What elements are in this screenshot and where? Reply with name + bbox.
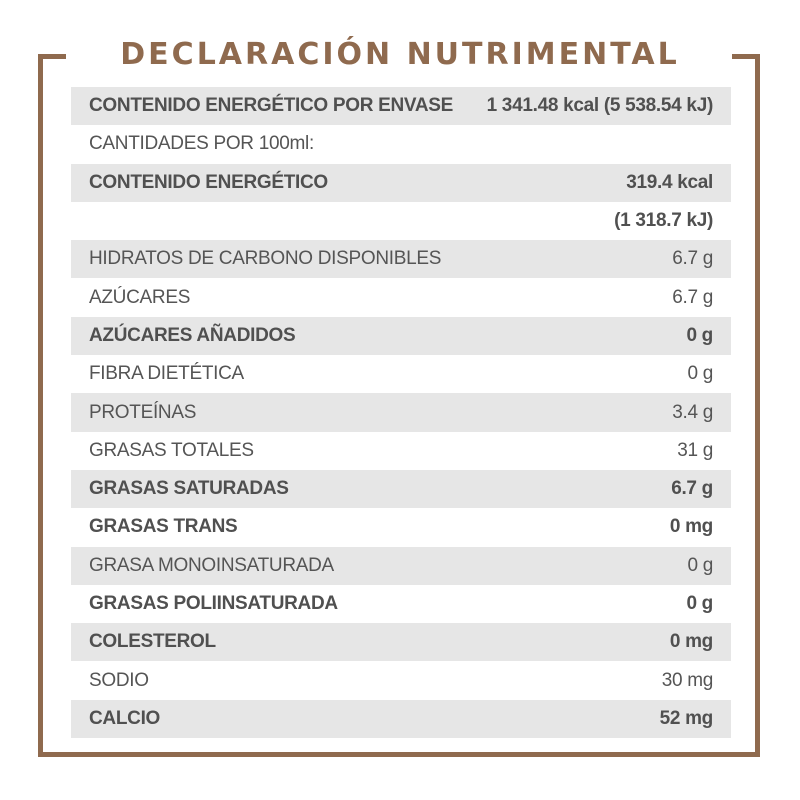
nutrient-label: SODIO <box>89 669 149 691</box>
nutrient-label: AZÚCARES <box>89 286 191 308</box>
nutrient-value: 3.4 g <box>672 401 713 423</box>
nutrition-table: CONTENIDO ENERGÉTICO POR ENVASE 1 341.48… <box>71 87 731 739</box>
table-row: GRASAS SATURADAS 6.7 g <box>71 469 731 509</box>
nutrient-label: GRASAS SATURADAS <box>89 478 289 500</box>
nutrient-label: FIBRA DIETÉTICA <box>89 363 244 385</box>
frame-top-right-segment <box>732 54 760 59</box>
table-row: CONTENIDO ENERGÉTICO 319.4 kcal <box>71 163 731 202</box>
nutrient-value: 0 g <box>687 363 713 385</box>
table-row: AZÚCARES AÑADIDOS 0 g <box>71 316 731 356</box>
nutrition-title: DECLARACIÓN NUTRIMENTAL <box>76 32 724 78</box>
nutrient-label: GRASAS TOTALES <box>89 439 254 461</box>
nutrient-value: 0 g <box>686 593 713 614</box>
nutrient-value: 0 mg <box>669 516 713 538</box>
frame-top-left-segment <box>38 54 66 59</box>
table-row: (1 318.7 kJ) <box>71 202 731 240</box>
table-row: AZÚCARES 6.7 g <box>71 278 731 316</box>
nutrient-label: CANTIDADES POR 100ml: <box>89 133 314 155</box>
nutrient-label: CONTENIDO ENERGÉTICO <box>89 171 328 193</box>
nutrient-value: 0 g <box>686 324 713 346</box>
table-row: CONTENIDO ENERGÉTICO POR ENVASE 1 341.48… <box>71 87 731 126</box>
nutrient-label: PROTEÍNAS <box>89 401 197 423</box>
nutrient-value: 30 mg <box>661 669 714 691</box>
table-row: PROTEÍNAS 3.4 g <box>71 393 731 432</box>
nutrient-label: HIDRATOS DE CARBONO DISPONIBLES <box>89 248 442 270</box>
label-frame <box>38 54 760 757</box>
nutrient-value: 6.7 g <box>671 478 713 500</box>
table-row: GRASAS TOTALES 31 g <box>71 432 731 470</box>
nutrient-value: 0 mg <box>669 631 713 653</box>
nutrient-label: GRASAS POLIINSATURADA <box>89 593 338 614</box>
nutrient-value: 31 g <box>677 439 713 461</box>
nutrient-value: 6.7 g <box>672 286 713 308</box>
nutrient-value: 0 g <box>687 554 713 576</box>
table-row: CANTIDADES POR 100ml: <box>71 125 731 163</box>
table-row: COLESTEROL 0 mg <box>71 623 731 662</box>
nutrient-value: 1 341.48 kcal (5 538.54 kJ) <box>486 95 714 117</box>
table-row: CALCIO 52 mg <box>71 699 731 739</box>
table-row: SODIO 30 mg <box>71 661 731 699</box>
nutrient-value: 6.7 g <box>672 248 713 270</box>
nutrient-value: 319.4 kcal <box>626 171 713 193</box>
nutrient-label: AZÚCARES AÑADIDOS <box>89 324 296 346</box>
nutrient-label: COLESTEROL <box>89 631 216 653</box>
table-row: GRASAS POLIINSATURADA 0 g <box>71 585 731 623</box>
table-row: GRASA MONOINSATURADA 0 g <box>71 546 731 585</box>
nutrient-label: CALCIO <box>89 707 161 729</box>
table-row: HIDRATOS DE CARBONO DISPONIBLES 6.7 g <box>71 240 731 279</box>
nutrient-label: GRASA MONOINSATURADA <box>89 554 334 576</box>
table-row: FIBRA DIETÉTICA 0 g <box>71 355 731 393</box>
table-row: GRASAS TRANS 0 mg <box>71 508 731 546</box>
nutrient-label: CONTENIDO ENERGÉTICO POR ENVASE <box>89 95 454 117</box>
nutrient-value: (1 318.7 kJ) <box>614 210 713 232</box>
nutrient-label: GRASAS TRANS <box>89 516 238 538</box>
nutrient-value: 52 mg <box>659 707 714 729</box>
